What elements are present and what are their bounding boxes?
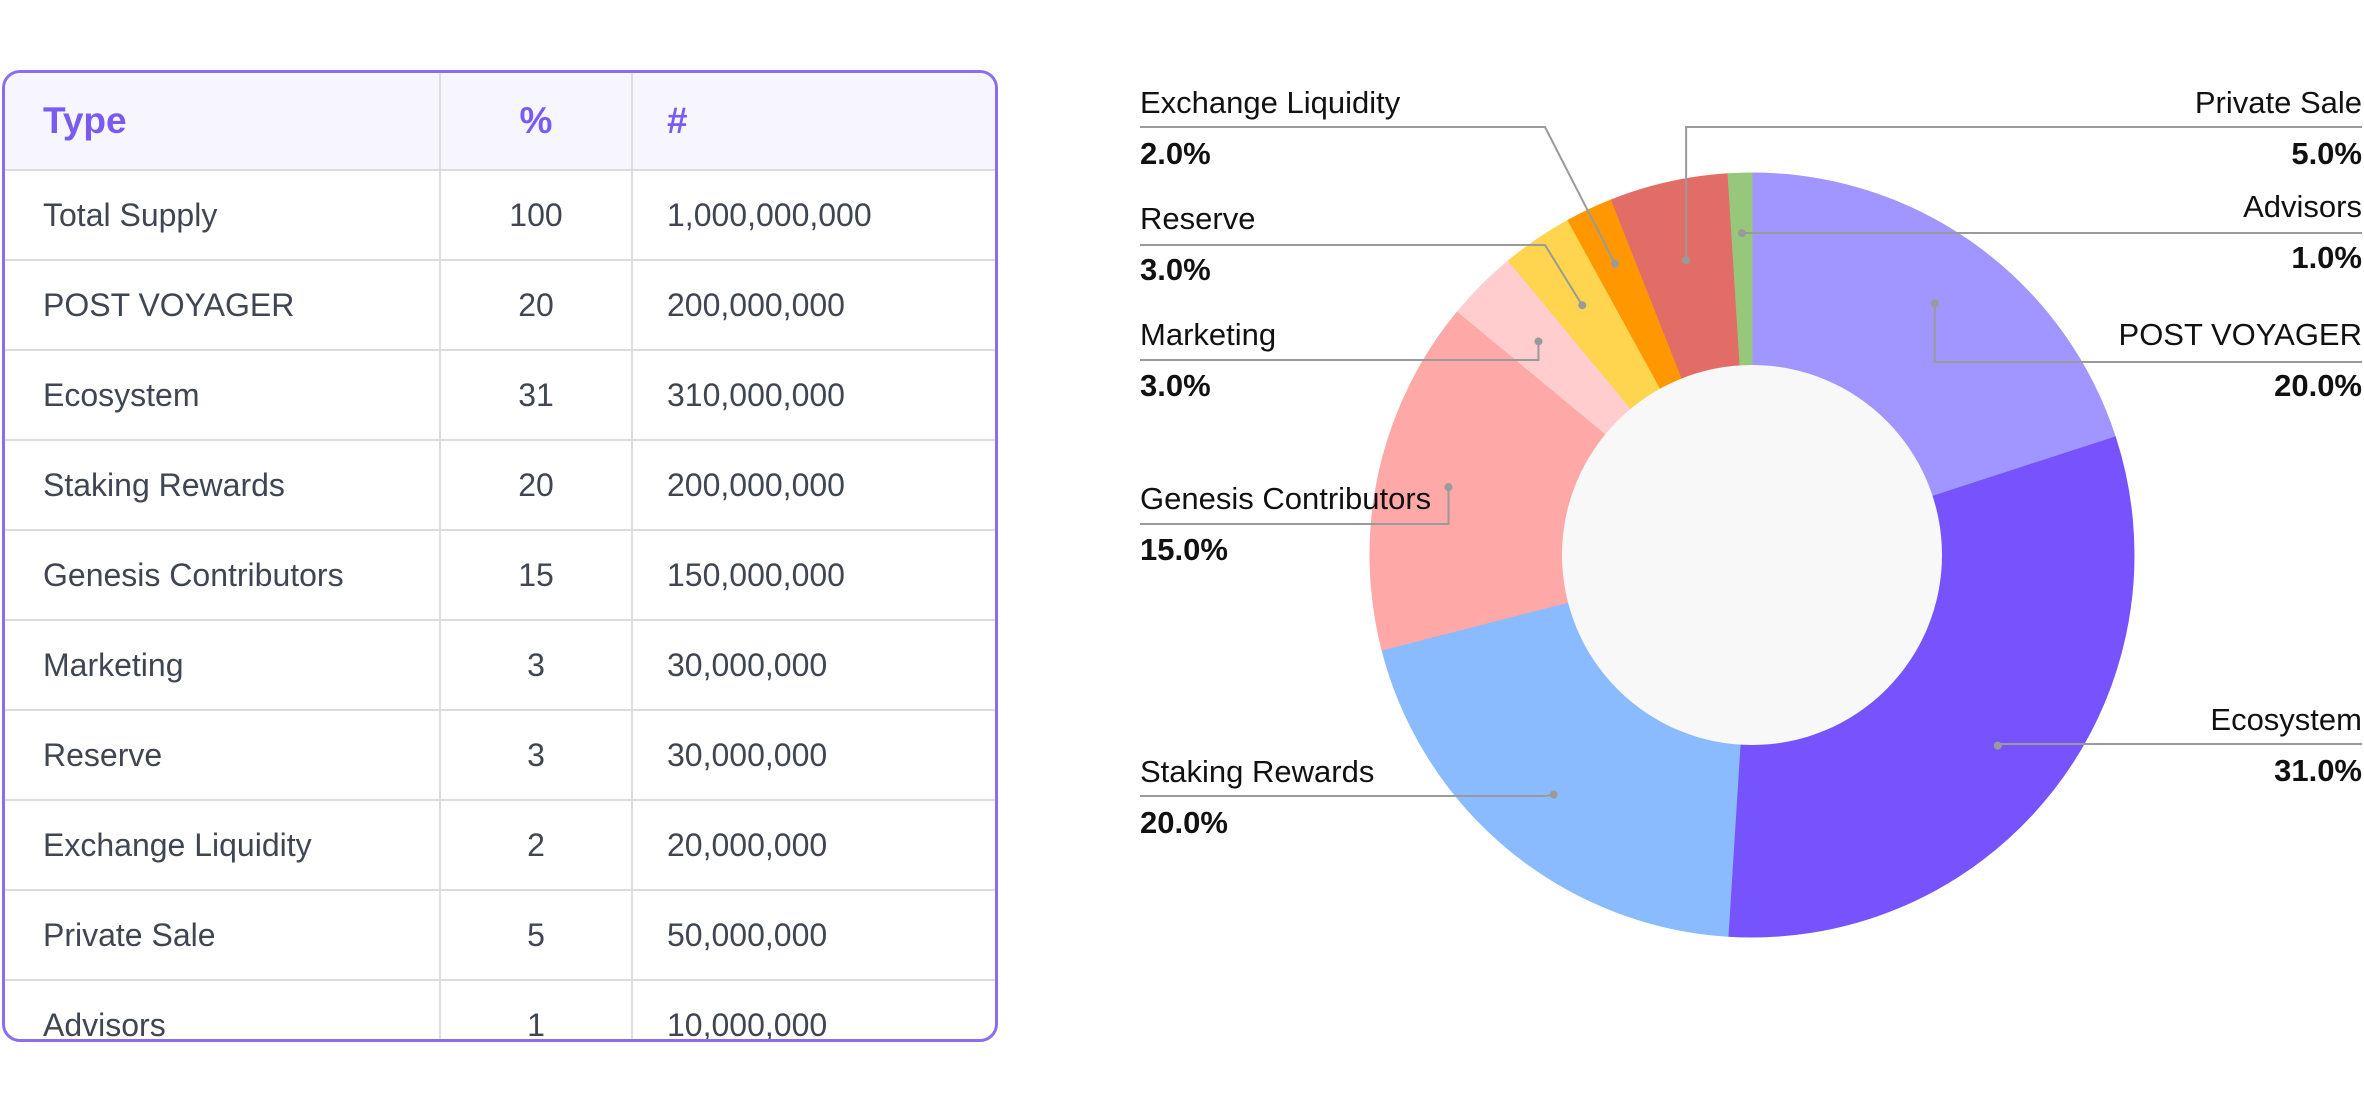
row-type: Ecosystem bbox=[5, 350, 441, 441]
row-amount: 50,000,000 bbox=[632, 890, 995, 981]
column-header-type: Type bbox=[5, 73, 441, 171]
row-amount: 150,000,000 bbox=[632, 530, 995, 621]
slice-label-value: 20.0% bbox=[2274, 368, 2362, 403]
table-row: Ecosystem 31 310,000,000 bbox=[5, 350, 995, 441]
slice-label-name: Ecosystem bbox=[2210, 702, 2362, 737]
slice-label-value: 3.0% bbox=[1140, 252, 1211, 287]
row-type: Staking Rewards bbox=[5, 440, 441, 531]
leader-line-reserve bbox=[1140, 244, 1584, 306]
leader-dot-advisors bbox=[1737, 229, 1746, 238]
column-header-percent: % bbox=[440, 73, 633, 171]
row-percent: 20 bbox=[440, 260, 633, 351]
table-row: Marketing 3 30,000,000 bbox=[5, 620, 995, 711]
header-row: Type % # bbox=[5, 73, 995, 171]
row-percent: 15 bbox=[440, 530, 633, 621]
row-percent: 2 bbox=[440, 800, 633, 891]
leader-dot-marketing bbox=[1534, 337, 1543, 346]
row-amount: 1,000,000,000 bbox=[632, 170, 995, 261]
slice-label-value: 31.0% bbox=[2274, 753, 2362, 788]
table-row: Exchange Liquidity 2 20,000,000 bbox=[5, 800, 995, 891]
row-percent: 31 bbox=[440, 350, 633, 441]
leader-line-private-sale bbox=[1685, 126, 2362, 261]
row-type: Advisors bbox=[5, 980, 441, 1039]
slice-label-value: 5.0% bbox=[2291, 136, 2362, 171]
slice-label-name: Reserve bbox=[1140, 201, 1255, 236]
allocation-table: Type % # Total Supply 100 1,000,000,000 … bbox=[2, 70, 998, 1042]
table-row: Total Supply 100 1,000,000,000 bbox=[5, 170, 995, 261]
leader-line-post-voyager bbox=[1933, 303, 2362, 363]
slice-label-name: Private Sale bbox=[2195, 85, 2362, 120]
leader-dot-post-voyager bbox=[1930, 299, 1939, 308]
slice-label-value: 20.0% bbox=[1140, 805, 1228, 840]
row-type: Exchange Liquidity bbox=[5, 800, 441, 891]
slice-label-name: Staking Rewards bbox=[1140, 754, 1374, 789]
table-row: Genesis Contributors 15 150,000,000 bbox=[5, 530, 995, 621]
slice-label-name: Exchange Liquidity bbox=[1140, 85, 1401, 120]
donut-center bbox=[1562, 365, 1942, 745]
table-row: Reserve 3 30,000,000 bbox=[5, 710, 995, 801]
column-header-amount: # bbox=[632, 73, 995, 171]
slice-label-value: 3.0% bbox=[1140, 368, 1211, 403]
table-header: Type % # bbox=[5, 73, 995, 171]
slice-label-name: Genesis Contributors bbox=[1140, 481, 1431, 516]
leader-dot-reserve bbox=[1578, 301, 1587, 310]
slice-label-value: 2.0% bbox=[1140, 136, 1211, 171]
row-type: Reserve bbox=[5, 710, 441, 801]
row-type: Total Supply bbox=[5, 170, 441, 261]
table-body: Total Supply 100 1,000,000,000 POST VOYA… bbox=[5, 170, 995, 1042]
table-row: Private Sale 5 50,000,000 bbox=[5, 890, 995, 981]
slice-label-name: Advisors bbox=[2243, 189, 2362, 224]
allocation-table-grid: Type % # Total Supply 100 1,000,000,000 … bbox=[5, 73, 995, 1042]
table-row: POST VOYAGER 20 200,000,000 bbox=[5, 260, 995, 351]
row-type: Genesis Contributors bbox=[5, 530, 441, 621]
slice-label-value: 15.0% bbox=[1140, 532, 1228, 567]
leader-line-marketing bbox=[1140, 341, 1540, 361]
row-type: Private Sale bbox=[5, 890, 441, 981]
table-row: Staking Rewards 20 200,000,000 bbox=[5, 440, 995, 531]
row-percent: 5 bbox=[440, 890, 633, 981]
row-amount: 20,000,000 bbox=[632, 800, 995, 891]
leader-line-genesis-contributors bbox=[1140, 487, 1450, 525]
leader-lines bbox=[1140, 126, 2362, 799]
row-percent: 20 bbox=[440, 440, 633, 531]
table-row: Advisors 1 10,000,000 bbox=[5, 980, 995, 1042]
slice-label-name: POST VOYAGER bbox=[2119, 317, 2362, 352]
row-amount: 200,000,000 bbox=[632, 440, 995, 531]
slice-labels: POST VOYAGER 20.0% Ecosystem 31.0% Staking R… bbox=[1140, 85, 2362, 840]
slice-label-value: 1.0% bbox=[2291, 240, 2362, 275]
slice-label-name: Marketing bbox=[1140, 317, 1276, 352]
row-percent: 1 bbox=[440, 980, 633, 1039]
row-percent: 3 bbox=[440, 620, 633, 711]
row-percent: 100 bbox=[440, 170, 633, 261]
leader-dot-private-sale bbox=[1682, 256, 1691, 265]
leader-dot-staking-rewards bbox=[1549, 790, 1558, 799]
row-amount: 10,000,000 bbox=[667, 1006, 828, 1042]
donut-slices bbox=[1369, 172, 2135, 938]
row-amount: 30,000,000 bbox=[632, 710, 995, 801]
row-type: POST VOYAGER bbox=[5, 260, 441, 351]
row-percent: 3 bbox=[440, 710, 633, 801]
row-amount: 200,000,000 bbox=[632, 260, 995, 351]
leader-dot-ecosystem bbox=[1993, 741, 2002, 750]
leader-dot-genesis-contributors bbox=[1444, 483, 1453, 492]
leader-line-exchange-liquidity bbox=[1140, 126, 1616, 265]
row-amount: 30,000,000 bbox=[632, 620, 995, 711]
leader-dot-exchange-liquidity bbox=[1610, 259, 1619, 268]
row-type: Marketing bbox=[5, 620, 441, 711]
row-amount: 310,000,000 bbox=[632, 350, 995, 441]
